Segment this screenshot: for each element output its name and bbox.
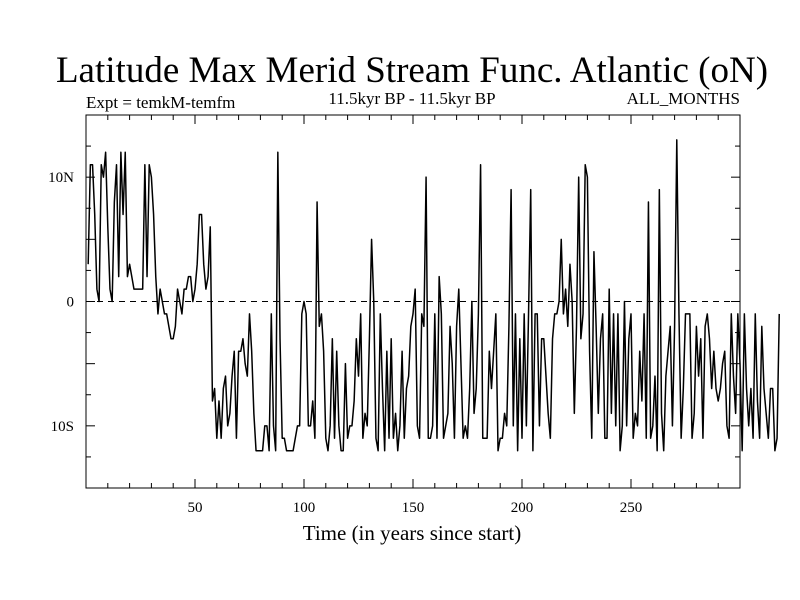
x-tick-label: 200 [511, 500, 534, 516]
x-tick-label: 100 [293, 500, 316, 516]
y-tick-label: 10N [48, 170, 74, 186]
y-axis-tick-labels: 10N 0 10S [48, 170, 74, 435]
chart-title: Latitude Max Merid Stream Func. Atlantic… [56, 50, 768, 91]
x-axis-tick-labels: 50 100 150 200 250 [188, 500, 643, 516]
y-tick-label: 10S [51, 419, 74, 435]
series-line [87, 139, 780, 452]
chart-subtitle-left: Expt = temkM-temfm [86, 93, 235, 112]
x-tick-label: 50 [188, 500, 203, 516]
chart-subtitle-right: ALL_MONTHS [627, 89, 740, 108]
y-tick-label: 0 [67, 295, 75, 311]
chart-subtitle-center: 11.5kyr BP - 11.5kyr BP [328, 89, 495, 108]
x-axis-title: Time (in years since start) [303, 521, 522, 545]
x-tick-label: 150 [402, 500, 425, 516]
plot-area-frame [85, 114, 741, 489]
tick-marks [86, 115, 740, 488]
x-tick-label: 250 [620, 500, 643, 516]
